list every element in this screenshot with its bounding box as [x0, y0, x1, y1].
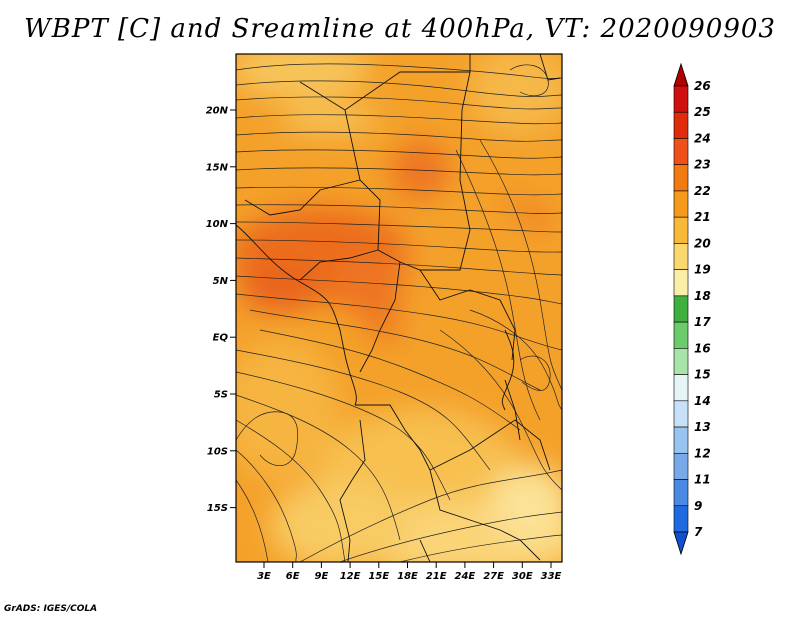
- colorbar-swatch: [673, 164, 689, 192]
- colorbar-swatch: [673, 452, 689, 480]
- colorbar-bottom-arrow: [673, 531, 689, 556]
- country-borders: [236, 54, 561, 562]
- page-title: WBPT [C] and Sreamline at 400hPa, VT: 20…: [24, 14, 776, 44]
- lon-tick-label: 15E: [368, 571, 389, 582]
- colorbar-swatch: [673, 479, 689, 507]
- lon-tick-label: 6E: [286, 571, 300, 582]
- colorbar-label: 12: [694, 446, 711, 460]
- lat-tick-label: EQ: [213, 333, 229, 344]
- colorbar-label: 9: [694, 499, 702, 513]
- colorbar-swatch: [673, 243, 689, 270]
- longitude-axis: 3E 6E 9E 12E 15E 18E 21E 24E 27E 30E 33E: [257, 562, 562, 582]
- colorbar-swatch: [673, 426, 689, 454]
- colorbar: 26 25 24 23 22 21 20 19 18 17 16 15 14 13 12 11 9 7: [673, 62, 711, 556]
- colorbar-swatch: [673, 85, 689, 113]
- lon-tick-label: 27E: [483, 571, 504, 582]
- colorbar-label: 11: [694, 473, 711, 487]
- colorbar-label: 21: [694, 210, 711, 224]
- streamlines: [236, 63, 562, 562]
- colorbar-label: 22: [694, 184, 711, 198]
- colorbar-label: 23: [694, 158, 711, 172]
- colorbar-swatch: [673, 216, 689, 244]
- colorbar-label: 14: [694, 394, 711, 408]
- colorbar-swatch: [673, 295, 689, 323]
- lat-tick-label: 15S: [207, 503, 228, 514]
- colorbar-label: 26: [694, 79, 711, 93]
- lon-tick-label: 18E: [397, 571, 418, 582]
- colorbar-label: 19: [694, 263, 711, 277]
- colorbar-swatch: [673, 138, 689, 166]
- lat-tick-label: 5N: [213, 276, 229, 287]
- colorbar-swatch: [673, 374, 689, 402]
- colorbar-swatch: [673, 269, 689, 297]
- colorbar-label: 24: [694, 131, 711, 145]
- lon-tick-label: 3E: [257, 571, 271, 582]
- colorbar-label: 13: [694, 420, 711, 434]
- lon-tick-label: 21E: [426, 571, 447, 582]
- lat-tick-label: 20N: [206, 106, 229, 117]
- colorbar-label: 16: [694, 341, 711, 355]
- map-panel: [236, 54, 562, 562]
- colorbar-swatch: [673, 111, 689, 139]
- colorbar-swatch: [673, 400, 689, 428]
- lon-tick-label: 12E: [340, 571, 361, 582]
- colorbar-top-arrow: [673, 62, 689, 87]
- latitude-axis: 20N 15N 10N 5N EQ 5S 10S 15S: [206, 106, 236, 514]
- colorbar-label: 20: [694, 236, 711, 250]
- lat-tick-label: 10N: [206, 219, 229, 230]
- colorbar-swatch: [673, 348, 689, 375]
- footer-credit: GrADS: IGES/COLA: [4, 604, 98, 614]
- lon-tick-label: 9E: [315, 571, 329, 582]
- lat-tick-label: 15N: [206, 162, 229, 173]
- map-frame: [235, 53, 563, 563]
- colorbar-label: 25: [694, 105, 711, 119]
- lon-tick-label: 33E: [541, 571, 562, 582]
- colorbar-swatch: [673, 190, 689, 218]
- lon-tick-label: 24E: [455, 571, 476, 582]
- colorbar-swatch: [673, 505, 689, 533]
- lon-tick-label: 30E: [512, 571, 533, 582]
- lat-tick-label: 5S: [214, 390, 228, 401]
- colorbar-label: 7: [694, 525, 703, 539]
- lat-tick-label: 10S: [207, 446, 228, 457]
- colorbar-label: 15: [694, 368, 711, 382]
- colorbar-swatch: [673, 321, 689, 349]
- colorbar-label: 18: [694, 289, 711, 303]
- wbpt-shading: [236, 54, 562, 562]
- colorbar-label: 17: [694, 315, 711, 329]
